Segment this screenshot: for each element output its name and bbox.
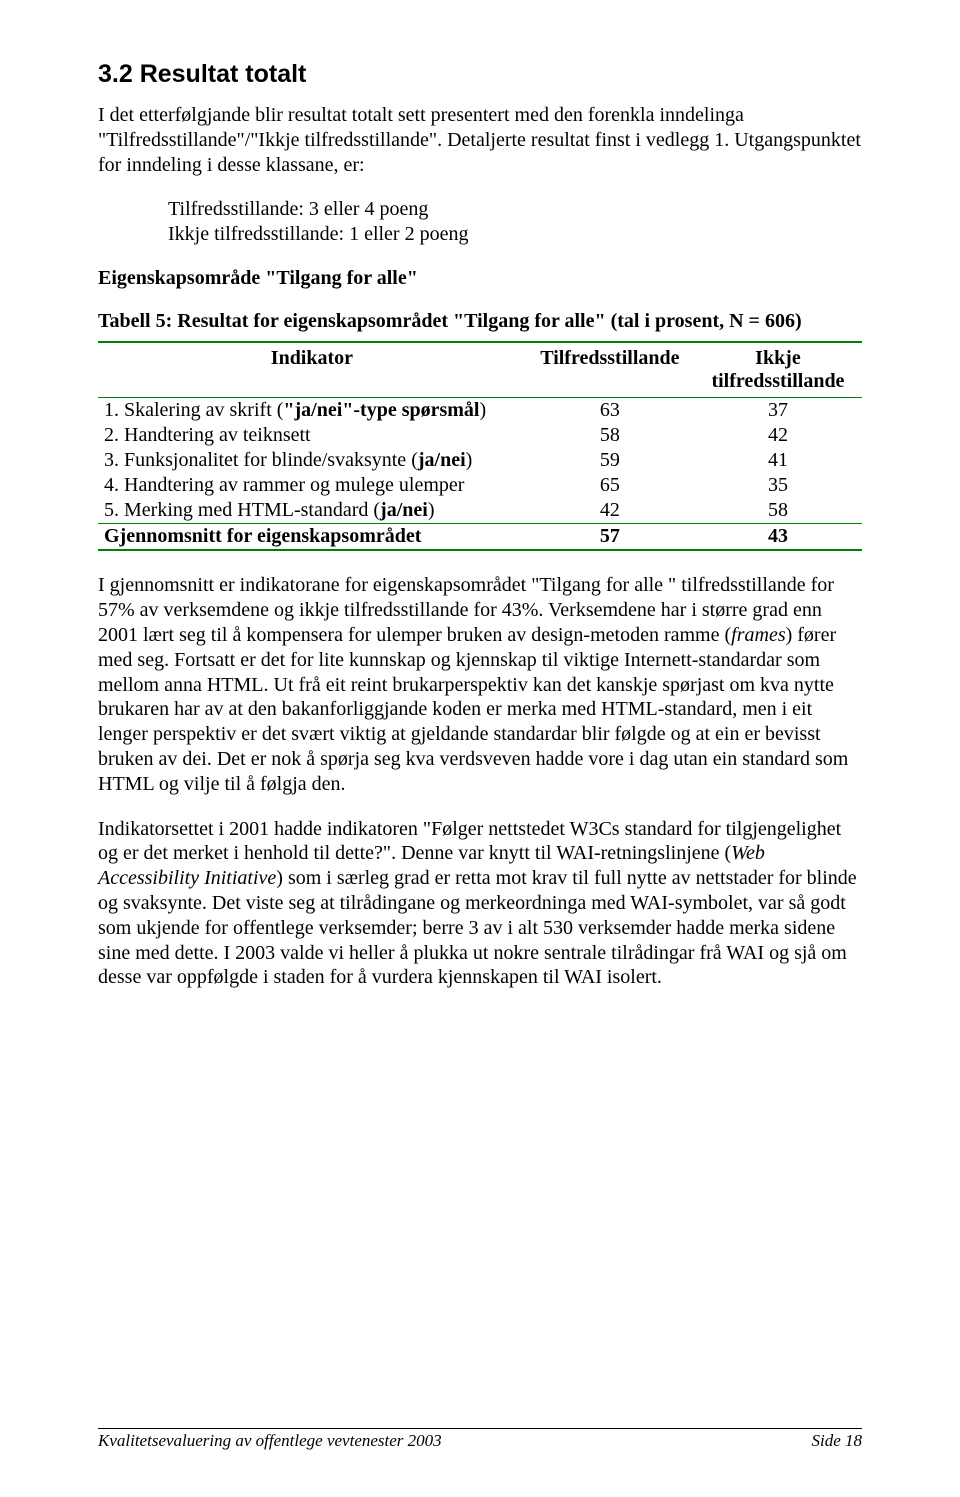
table-row: 4. Handtering av rammer og mulege ulempe… (98, 473, 862, 498)
row-label: 1. Skalering av skrift ("ja/nei"-type sp… (98, 398, 526, 424)
intro-paragraph: I det etterfølgjande blir resultat total… (98, 103, 862, 177)
footer-left: Kvalitetsevaluering av offentlege vevten… (98, 1431, 442, 1451)
paragraph-2: Indikatorsettet i 2001 hadde indikatoren… (98, 817, 862, 991)
table-body: 1. Skalering av skrift ("ja/nei"-type sp… (98, 398, 862, 551)
row-label: 5. Merking med HTML-standard (ja/nei) (98, 498, 526, 524)
table-avg-row: Gjennomsnitt for eigenskapsområdet 57 43 (98, 524, 862, 551)
table-row: 1. Skalering av skrift ("ja/nei"-type sp… (98, 398, 862, 424)
property-area-subhead: Eigenskapsområde "Tilgang for alle" (98, 267, 862, 290)
row-c1: 42 (526, 498, 694, 524)
col-header-indikator: Indikator (98, 342, 526, 398)
row-label: 4. Handtering av rammer og mulege ulempe… (98, 473, 526, 498)
row-c2: 41 (694, 448, 862, 473)
avg-c1: 57 (526, 524, 694, 551)
table-row: 5. Merking med HTML-standard (ja/nei) 42… (98, 498, 862, 524)
row-label: 3. Funksjonalitet for blinde/svaksynte (… (98, 448, 526, 473)
paragraph-1: I gjennomsnitt er indikatorane for eigen… (98, 573, 862, 796)
page: 3.2 Resultat totalt I det etterfølgjande… (0, 0, 960, 1497)
row-c2: 35 (694, 473, 862, 498)
criteria-line-2: Ikkje tilfredsstillande: 1 eller 2 poeng (168, 222, 862, 247)
criteria-block: Tilfredsstillande: 3 eller 4 poeng Ikkje… (168, 197, 862, 247)
para1-italic: frames (731, 624, 785, 646)
page-footer: Kvalitetsevaluering av offentlege vevten… (98, 1428, 862, 1451)
para1-prefix: I gjennomsnitt er indikatorane for eigen… (98, 574, 834, 646)
row-c2: 37 (694, 398, 862, 424)
section-heading: 3.2 Resultat totalt (98, 60, 862, 89)
row-c1: 63 (526, 398, 694, 424)
results-table: Indikator Tilfredsstillande Ikkje tilfre… (98, 341, 862, 551)
table-caption: Tabell 5: Resultat for eigenskapsområdet… (98, 310, 862, 333)
row-c1: 65 (526, 473, 694, 498)
row-c2: 42 (694, 423, 862, 448)
col-header-tilfredsstillande: Tilfredsstillande (526, 342, 694, 398)
table-header-row: Indikator Tilfredsstillande Ikkje tilfre… (98, 342, 862, 398)
row-c1: 59 (526, 448, 694, 473)
avg-c2: 43 (694, 524, 862, 551)
para2-prefix: Indikatorsettet i 2001 hadde indikatoren… (98, 818, 841, 865)
row-c2: 58 (694, 498, 862, 524)
avg-label: Gjennomsnitt for eigenskapsområdet (98, 524, 526, 551)
para1-suffix: ) fører med seg. Fortsatt er det for lit… (98, 624, 848, 795)
row-c1: 58 (526, 423, 694, 448)
table-row: 3. Funksjonalitet for blinde/svaksynte (… (98, 448, 862, 473)
col-header-ikkje: Ikkje tilfredsstillande (694, 342, 862, 398)
table-row: 2. Handtering av teiknsett 58 42 (98, 423, 862, 448)
criteria-line-1: Tilfredsstillande: 3 eller 4 poeng (168, 197, 862, 222)
row-label: 2. Handtering av teiknsett (98, 423, 526, 448)
footer-right: Side 18 (811, 1431, 862, 1451)
